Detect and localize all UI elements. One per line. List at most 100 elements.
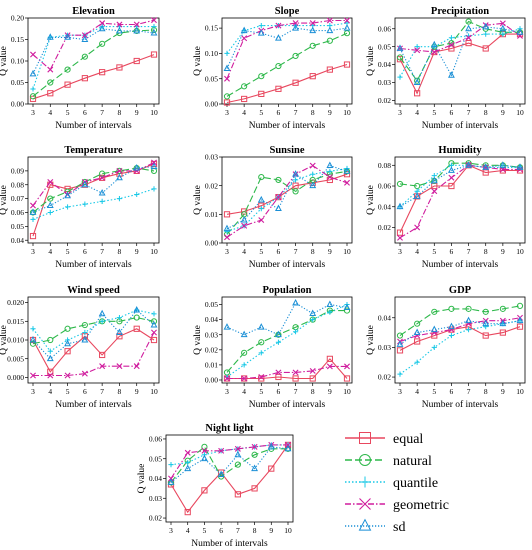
data-point xyxy=(133,314,140,321)
legend-label: quantile xyxy=(393,476,438,491)
x-tick-label: 5 xyxy=(259,247,263,256)
x-tick-label: 3 xyxy=(225,247,229,256)
data-point xyxy=(64,33,71,40)
data-point xyxy=(234,445,241,452)
x-tick-label: 4 xyxy=(242,108,246,117)
x-tick-label: 10 xyxy=(516,108,524,117)
data-point xyxy=(241,95,248,103)
series-line xyxy=(399,26,521,84)
x-tick-label: 4 xyxy=(48,387,52,396)
data-point xyxy=(431,308,438,315)
series-line xyxy=(32,317,155,345)
x-tick-label: 3 xyxy=(31,387,35,396)
data-point xyxy=(292,375,299,382)
data-point xyxy=(223,64,231,72)
y-tick-label: 0.010 xyxy=(7,336,24,345)
x-tick-label: 4 xyxy=(242,247,246,256)
y-tick-label: 0.02 xyxy=(205,345,218,354)
data-point xyxy=(343,61,351,68)
data-point xyxy=(309,42,316,49)
data-point xyxy=(98,189,106,196)
panel-night-light: Night light 3 4 5 6 7 8 9 10 0.02 0.03 0.04 0.05 0.06… xyxy=(137,423,294,549)
y-tick-label: 0.20 xyxy=(11,14,24,23)
data-point xyxy=(396,347,404,354)
series-line xyxy=(226,19,347,79)
data-point xyxy=(309,367,316,374)
data-point xyxy=(292,329,299,335)
data-point xyxy=(309,181,317,189)
data-point xyxy=(240,26,248,34)
data-point xyxy=(64,339,71,347)
data-point xyxy=(99,174,106,181)
y-axis-label: Q value xyxy=(366,46,376,76)
data-point xyxy=(224,234,230,241)
data-point xyxy=(251,485,258,492)
x-tick-label: 6 xyxy=(83,108,87,117)
x-tick-label: 9 xyxy=(501,108,505,117)
plot-frame xyxy=(221,156,353,244)
panel-wind-speed: Wind speed 3 4 5 6 7 8 9 10 0.000 0.005 0.010 0.015 0… xyxy=(0,285,160,410)
y-axis-label: Q value xyxy=(0,46,9,76)
data-point xyxy=(465,18,472,25)
y-tick-label: 0.03 xyxy=(378,343,391,352)
x-axis-label: Number of intervals xyxy=(249,399,326,410)
data-point xyxy=(116,328,123,335)
data-point xyxy=(413,78,421,85)
data-point xyxy=(258,350,264,356)
data-point xyxy=(224,50,230,57)
data-point xyxy=(343,30,351,37)
data-point xyxy=(430,325,438,333)
data-point xyxy=(397,234,403,241)
data-point xyxy=(150,318,158,325)
series-sd xyxy=(29,24,158,77)
series-line xyxy=(32,309,155,360)
data-point xyxy=(483,324,489,330)
x-tick-label: 9 xyxy=(135,387,139,396)
data-point xyxy=(81,321,88,329)
y-tick-label: 0.05 xyxy=(11,78,24,87)
data-point xyxy=(258,90,265,97)
x-tick-label: 5 xyxy=(66,387,70,396)
data-point xyxy=(184,449,191,456)
data-point xyxy=(257,323,265,330)
data-point xyxy=(99,174,106,181)
data-point xyxy=(292,369,299,376)
y-tick-label: 0.10 xyxy=(11,57,24,66)
data-point xyxy=(448,39,455,47)
x-tick-label: 10 xyxy=(516,387,524,396)
y-tick-label: 0.005 xyxy=(7,354,24,363)
legend-label: equal xyxy=(393,432,423,447)
data-point xyxy=(29,340,37,347)
y-axis-label: Q value xyxy=(137,464,147,494)
legend-marker xyxy=(359,498,371,510)
y-tick-label: 0.04 xyxy=(205,315,218,324)
x-axis-label: Number of intervals xyxy=(249,120,326,131)
data-point xyxy=(465,24,472,32)
y-tick-label: 0.09 xyxy=(11,166,24,175)
x-tick-label: 8 xyxy=(118,247,122,256)
data-point xyxy=(326,37,333,44)
x-axis-label: Number of intervals xyxy=(249,259,326,270)
x-tick-label: 4 xyxy=(242,387,246,396)
y-tick-label: 0.015 xyxy=(7,317,24,326)
y-tick-label: 0.04 xyxy=(149,474,162,483)
y-tick-label: 0.04 xyxy=(378,313,391,322)
data-point xyxy=(47,90,54,97)
data-point xyxy=(292,52,299,60)
data-point xyxy=(516,302,524,309)
series-line xyxy=(399,317,521,343)
data-point xyxy=(46,33,54,40)
x-tick-label: 8 xyxy=(118,108,122,117)
data-point xyxy=(168,462,174,468)
y-tick-label: 0.06 xyxy=(149,435,162,444)
data-point xyxy=(241,83,248,90)
data-point xyxy=(133,363,140,370)
x-tick-label: 3 xyxy=(31,108,35,117)
series-quantile xyxy=(30,24,157,92)
panel-title: Elevation xyxy=(72,6,115,17)
x-tick-label: 9 xyxy=(135,247,139,256)
x-axis-label: Number of intervals xyxy=(422,259,499,270)
panel-title: Temperature xyxy=(64,145,123,156)
y-tick-label: 0.02 xyxy=(378,373,391,382)
series-sd xyxy=(223,24,351,72)
